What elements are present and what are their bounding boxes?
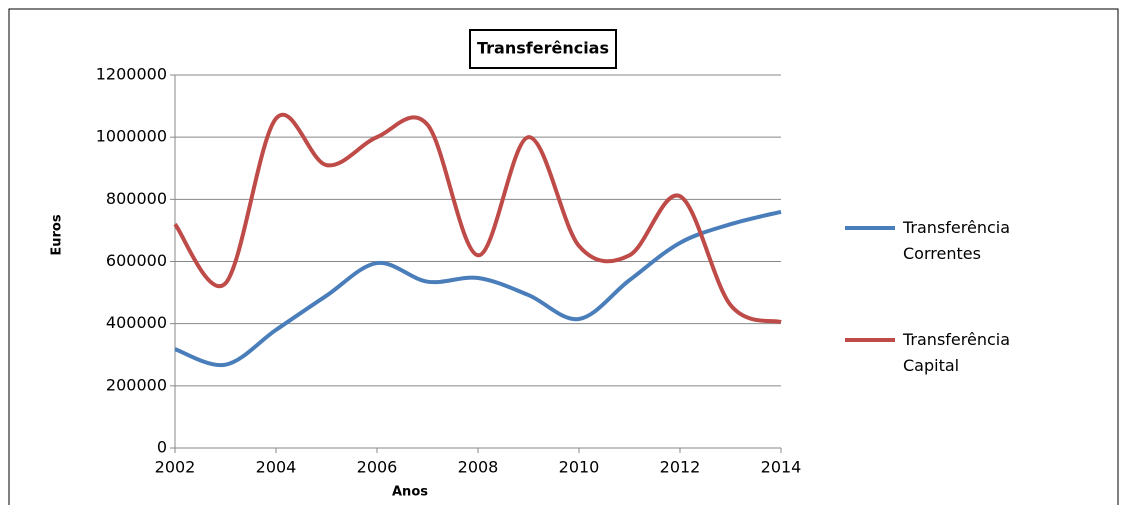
x-tick-label: 2012 [660, 458, 701, 477]
x-tick-label: 2014 [761, 458, 802, 477]
y-axis-label: Euros [50, 214, 65, 255]
y-tick-label: 1000000 [96, 127, 167, 146]
x-tick-label: 2010 [559, 458, 600, 477]
legend-label: Transferência Correntes [902, 218, 1010, 263]
x-tick-label: 2008 [458, 458, 499, 477]
chart-title: Transferências [477, 39, 609, 58]
legend-label: Transferência Capital [902, 330, 1010, 375]
y-tick-label: 600000 [106, 251, 167, 270]
x-tick-label: 2006 [357, 458, 398, 477]
y-tick-label: 400000 [106, 313, 167, 332]
chart-frame [8, 8, 1119, 505]
y-tick-label: 200000 [106, 375, 167, 394]
series-line [174, 209, 782, 368]
x-tick-label: 2002 [155, 458, 196, 477]
y-tick-label: 0 [157, 438, 167, 457]
series-line [173, 113, 782, 325]
x-axis-label: Anos [392, 485, 428, 500]
title-box [469, 29, 617, 69]
x-tick-label: 2004 [256, 458, 297, 477]
y-tick-label: 1200000 [96, 65, 167, 84]
y-tick-label: 800000 [106, 189, 167, 208]
